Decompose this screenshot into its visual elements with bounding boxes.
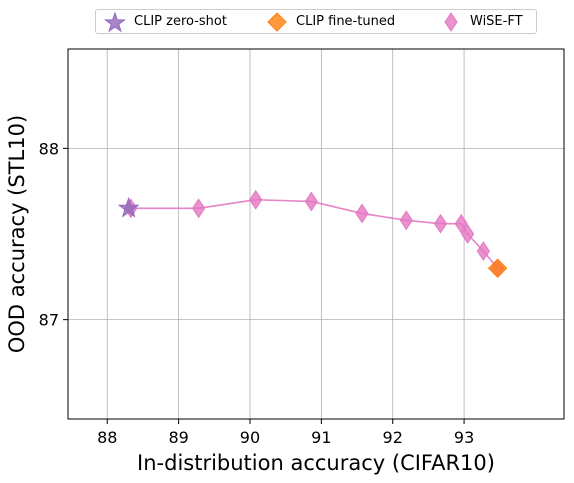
wise-ft-point xyxy=(355,203,369,224)
x-tick-label: 91 xyxy=(311,428,331,447)
wise-ft-point xyxy=(399,210,413,231)
legend-item-wise-ft: WiSE-FT xyxy=(440,10,523,33)
legend-label-zero-shot: CLIP zero-shot xyxy=(134,14,227,29)
y-axis-label: OOD accuracy (STL10) xyxy=(5,115,29,353)
x-tick-label: 93 xyxy=(454,428,474,447)
legend-label-fine-tuned: CLIP fine-tuned xyxy=(296,14,396,29)
x-tick-label: 89 xyxy=(168,428,188,447)
x-tick-label: 90 xyxy=(240,428,260,447)
ticks: 88 89 90 91 92 93 87 88 xyxy=(39,139,475,447)
plot-frame xyxy=(67,48,565,420)
x-tick-label: 92 xyxy=(383,428,403,447)
zero-shot-point xyxy=(117,196,140,218)
y-tick-label: 87 xyxy=(39,311,59,330)
fine-tuned-point xyxy=(487,258,508,278)
wise-ft-line xyxy=(130,198,499,269)
legend-item-fine-tuned: CLIP fine-tuned xyxy=(266,10,395,33)
legend-item-zero-shot: CLIP zero-shot xyxy=(104,10,227,33)
wise-ft-point xyxy=(304,191,318,212)
wise-ft-point xyxy=(476,241,490,262)
wise-ft-point xyxy=(249,189,263,210)
series-layer xyxy=(117,189,508,279)
star-marker-icon xyxy=(104,10,126,32)
wise-ft-point xyxy=(454,213,468,234)
legend-label-wise-ft: WiSE-FT xyxy=(470,14,523,29)
wise-ft-point xyxy=(433,213,448,234)
legend: CLIP zero-shot CLIP fine-tuned WiSE-FT xyxy=(95,9,537,34)
wise-ft-point xyxy=(192,198,206,219)
wise-ft-point xyxy=(461,224,475,244)
grid xyxy=(68,49,564,419)
thin-diamond-marker-icon xyxy=(444,11,458,32)
x-axis-label: In-distribution accuracy (CIFAR10) xyxy=(137,451,495,475)
y-tick-label: 88 xyxy=(39,139,59,158)
diamond-marker-icon xyxy=(267,11,287,32)
x-tick-label: 88 xyxy=(97,428,117,447)
